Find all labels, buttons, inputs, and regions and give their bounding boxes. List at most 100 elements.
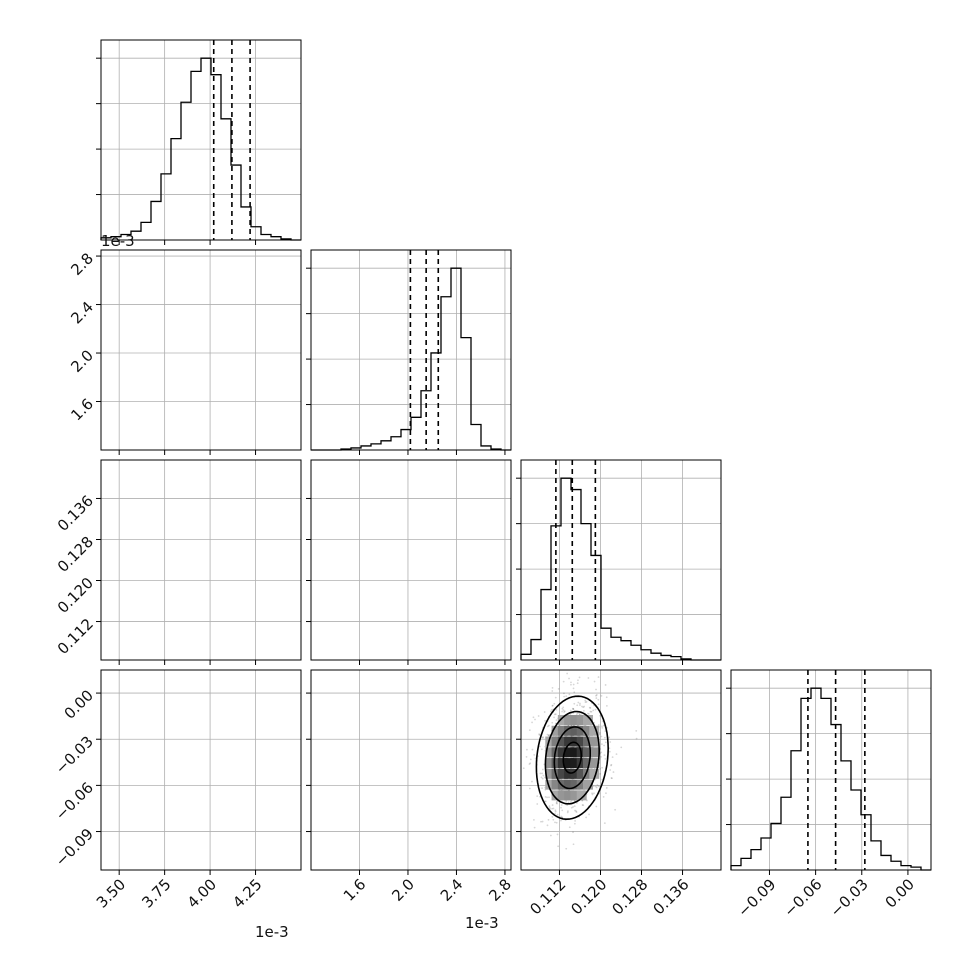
sample-point	[165, 774, 167, 776]
density-cell	[161, 619, 171, 629]
sample-point	[165, 758, 167, 760]
sample-point	[165, 584, 167, 586]
sample-point	[165, 721, 167, 723]
sample-point	[165, 613, 167, 615]
sample-point	[165, 626, 167, 628]
density-cell	[161, 619, 171, 629]
sample-point	[165, 724, 167, 726]
sample-point	[165, 786, 167, 788]
sample-point	[165, 614, 167, 616]
sample-point	[165, 715, 167, 717]
sample-point	[165, 736, 167, 738]
density-cell	[161, 740, 171, 750]
sample-point	[165, 629, 167, 631]
sample-point	[165, 558, 167, 560]
sample-point	[165, 575, 167, 577]
sample-point	[165, 826, 167, 828]
sample-point	[165, 780, 167, 782]
sample-point	[165, 782, 167, 784]
sample-point	[165, 770, 167, 772]
sample-point	[165, 603, 167, 605]
sample-point	[165, 741, 167, 743]
sample-point	[165, 598, 167, 600]
sample-point	[165, 617, 167, 619]
sample-point	[165, 748, 167, 750]
sample-point	[165, 601, 167, 603]
sample-point	[165, 658, 167, 660]
sample-point	[165, 644, 167, 646]
sample-point	[165, 618, 167, 620]
sample-point	[165, 575, 167, 577]
sample-point	[165, 842, 167, 844]
sample-point	[165, 596, 167, 598]
sample-point	[165, 776, 167, 778]
sample-point	[165, 626, 167, 628]
sample-point	[165, 575, 167, 577]
sample-point	[165, 811, 167, 813]
sample-point	[165, 576, 167, 578]
sample-point	[165, 779, 167, 781]
sample-point	[165, 598, 167, 600]
sample-point	[165, 727, 167, 729]
sample-point	[165, 756, 167, 758]
sample-point	[165, 759, 167, 761]
density-cell	[161, 718, 171, 728]
sample-point	[165, 590, 167, 592]
sample-point	[165, 584, 167, 586]
sample-point	[165, 782, 167, 784]
sample-point	[165, 634, 167, 636]
sample-point	[165, 626, 167, 628]
sample-point	[165, 796, 167, 798]
sample-point	[165, 577, 167, 579]
sample-point	[165, 617, 167, 619]
sample-point	[165, 703, 167, 705]
sample-point	[165, 774, 167, 776]
sample-point	[165, 604, 167, 606]
sample-point	[165, 759, 167, 761]
sample-point	[165, 630, 167, 632]
sample-point	[165, 750, 167, 752]
sample-point	[165, 782, 167, 784]
sample-point	[165, 559, 167, 561]
sample-point	[165, 725, 167, 727]
sample-point	[165, 741, 167, 743]
sample-point	[165, 799, 167, 801]
sample-point	[165, 591, 167, 593]
sample-point	[165, 771, 167, 773]
sample-point	[165, 605, 167, 607]
sample-point	[165, 728, 167, 730]
sample-point	[165, 570, 167, 572]
sample-point	[165, 590, 167, 592]
sample-point	[165, 750, 167, 752]
sample-point	[165, 677, 167, 679]
sample-point	[165, 757, 167, 759]
sample-point	[165, 767, 167, 769]
sample-point	[165, 605, 167, 607]
sample-point	[165, 645, 167, 647]
sample-point	[165, 812, 167, 814]
sample-point	[165, 609, 167, 611]
sample-point	[165, 600, 167, 602]
panel-content	[515, 651, 721, 870]
sample-point	[568, 694, 570, 696]
sample-point	[165, 735, 167, 737]
sample-point	[165, 605, 167, 607]
sample-point	[165, 780, 167, 782]
sample-point	[165, 607, 167, 609]
sample-point	[165, 598, 167, 600]
sample-point	[165, 777, 167, 779]
sample-point	[165, 715, 167, 717]
sample-point	[165, 586, 167, 588]
sample-point	[165, 560, 167, 562]
sample-point	[165, 615, 167, 617]
density-cell	[161, 603, 171, 613]
sample-point	[165, 772, 167, 774]
sample-point	[165, 805, 167, 807]
sample-point	[165, 547, 167, 549]
density-cell	[161, 774, 171, 784]
sample-point	[165, 565, 167, 567]
sample-point	[165, 746, 167, 748]
sample-point	[165, 625, 167, 627]
sample-point	[165, 602, 167, 604]
sample-point	[165, 558, 167, 560]
